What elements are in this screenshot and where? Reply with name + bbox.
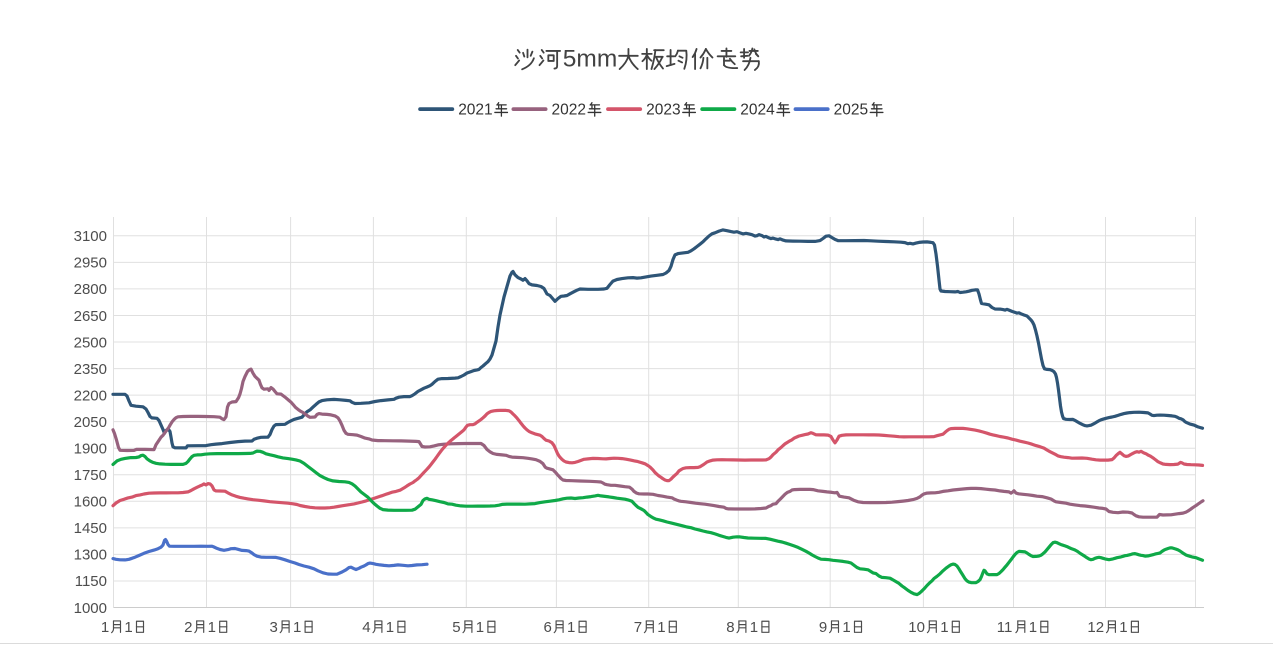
svg-text:1750: 1750 [74, 467, 107, 484]
svg-text:2050: 2050 [74, 414, 107, 431]
svg-text:1: 1 [1029, 619, 1037, 636]
svg-text:1150: 1150 [75, 573, 107, 590]
svg-text:9: 9 [819, 619, 827, 636]
svg-text:10: 10 [908, 619, 925, 636]
svg-text:5mm: 5mm [563, 46, 617, 73]
svg-text:12: 12 [1087, 619, 1104, 636]
svg-text:2: 2 [184, 619, 192, 636]
svg-text:2650: 2650 [74, 308, 107, 325]
svg-text:1900: 1900 [74, 441, 107, 458]
svg-text:4: 4 [362, 619, 370, 636]
svg-text:1: 1 [293, 619, 301, 636]
svg-text:2025: 2025 [834, 102, 868, 119]
svg-text:2500: 2500 [74, 334, 107, 351]
svg-text:2022: 2022 [552, 102, 586, 119]
svg-text:6: 6 [544, 619, 552, 636]
svg-text:11: 11 [997, 619, 1013, 636]
svg-text:2800: 2800 [74, 281, 107, 298]
svg-text:1: 1 [124, 619, 132, 636]
svg-text:7: 7 [634, 619, 642, 636]
svg-text:2950: 2950 [74, 255, 107, 272]
svg-text:1: 1 [208, 619, 216, 636]
svg-text:2200: 2200 [74, 387, 107, 404]
svg-text:1450: 1450 [74, 520, 107, 537]
svg-text:3: 3 [270, 619, 278, 636]
svg-text:8: 8 [726, 619, 734, 636]
svg-text:1: 1 [386, 619, 394, 636]
svg-text:1: 1 [101, 619, 109, 636]
svg-text:1: 1 [750, 619, 758, 636]
svg-text:1: 1 [567, 619, 575, 636]
svg-text:1600: 1600 [74, 494, 107, 511]
svg-text:1: 1 [842, 619, 850, 636]
svg-text:1: 1 [657, 619, 665, 636]
svg-text:5: 5 [452, 619, 460, 636]
svg-text:1: 1 [476, 619, 484, 636]
svg-text:1000: 1000 [74, 600, 107, 617]
svg-text:1300: 1300 [74, 547, 107, 564]
svg-text:2021: 2021 [458, 102, 492, 119]
svg-text:3100: 3100 [74, 228, 107, 245]
svg-text:1: 1 [1119, 619, 1127, 636]
svg-text:1: 1 [940, 619, 948, 636]
svg-text:2350: 2350 [74, 361, 107, 378]
svg-text:2023: 2023 [646, 102, 680, 119]
svg-text:2024: 2024 [740, 102, 775, 119]
